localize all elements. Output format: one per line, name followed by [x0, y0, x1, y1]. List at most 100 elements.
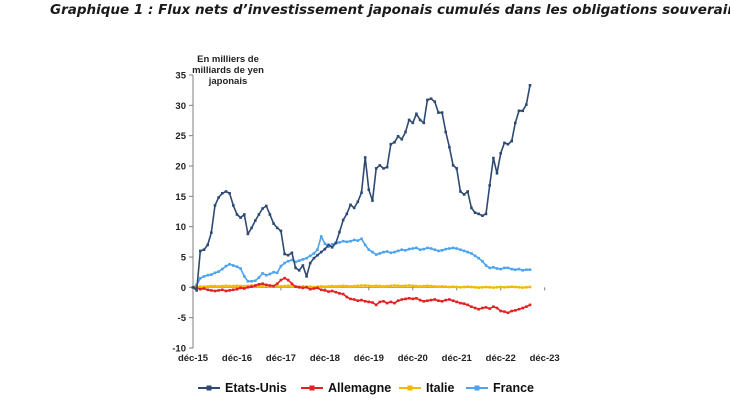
data-point [279, 278, 283, 282]
data-point [294, 260, 297, 264]
data-point [308, 287, 312, 291]
data-point [286, 259, 290, 263]
data-point [528, 268, 532, 271]
data-point [279, 285, 283, 288]
data-point [448, 285, 451, 289]
data-point [382, 167, 385, 170]
data-point [283, 261, 286, 265]
data-point [433, 100, 437, 103]
data-point [484, 264, 488, 267]
series-france [191, 235, 532, 289]
data-point [210, 231, 213, 234]
data-point [338, 230, 341, 234]
data-point [224, 289, 228, 293]
data-point [528, 285, 532, 289]
data-point [308, 285, 312, 288]
data-point [312, 256, 316, 260]
page-title: Graphique 1 : Flux nets d’investissement… [50, 2, 730, 18]
x-tick-label: déc-21 [442, 353, 473, 364]
data-point [221, 267, 224, 271]
data-point [437, 285, 440, 288]
data-point [400, 248, 404, 251]
data-point [459, 190, 462, 193]
data-point [221, 192, 224, 195]
data-point [345, 240, 349, 244]
data-point [352, 284, 356, 288]
data-point [224, 264, 228, 268]
data-point [294, 285, 297, 288]
data-point [506, 142, 510, 146]
data-point [323, 285, 327, 288]
data-point [418, 298, 422, 302]
data-point [239, 216, 242, 219]
data-point [393, 250, 396, 254]
data-point [385, 284, 389, 288]
data-point [429, 298, 433, 302]
data-point [327, 245, 330, 248]
data-point [400, 138, 404, 141]
data-point [367, 284, 371, 288]
data-point [404, 130, 407, 134]
data-point [484, 285, 488, 289]
legend-swatch [399, 385, 421, 391]
data-point [429, 97, 433, 100]
data-point [411, 247, 415, 250]
data-point [360, 191, 363, 194]
data-point [426, 246, 429, 250]
data-point [275, 271, 279, 275]
data-point [499, 267, 502, 271]
data-point [254, 284, 257, 287]
x-tick-label: déc-17 [266, 353, 296, 364]
data-point [232, 288, 235, 292]
data-point [528, 303, 532, 307]
axes [192, 75, 530, 348]
data-point [286, 284, 290, 288]
data-point [466, 285, 469, 288]
data-point [279, 264, 283, 268]
data-point [510, 267, 513, 271]
data-point [488, 184, 491, 187]
data-point [382, 285, 385, 288]
x-tick-label: déc-18 [310, 353, 340, 364]
series-line [192, 235, 530, 288]
data-point [319, 235, 323, 238]
y-tick-label: 25 [175, 131, 186, 142]
data-point [506, 311, 510, 315]
data-point [528, 84, 532, 87]
data-point [301, 285, 305, 288]
y-tick-labels: -10 -5 0 5 10 15 20 25 30 35 [172, 71, 193, 355]
data-point [440, 285, 444, 288]
data-point [217, 285, 220, 288]
data-point [250, 226, 253, 230]
data-point [418, 285, 422, 288]
data-point [275, 226, 279, 230]
data-point [525, 268, 528, 271]
data-point [246, 232, 250, 236]
data-point [217, 289, 220, 292]
x-tick-label: déc-23 [530, 353, 560, 364]
data-point [422, 121, 426, 125]
data-point [246, 284, 250, 288]
y-tick-label: 5 [181, 253, 187, 264]
data-point [506, 266, 510, 270]
data-point [363, 243, 367, 247]
data-point [466, 250, 469, 254]
data-point [499, 152, 502, 155]
data-point [444, 285, 447, 288]
data-point [330, 284, 334, 288]
data-point [470, 252, 473, 255]
data-point [356, 299, 360, 302]
x-tick-label: déc-16 [222, 353, 252, 364]
data-point [352, 238, 356, 242]
data-point [517, 267, 521, 271]
data-point [514, 309, 517, 312]
data-point [422, 300, 426, 303]
data-point [429, 247, 433, 250]
data-point [334, 290, 338, 294]
data-point [272, 222, 275, 225]
data-point [437, 299, 440, 302]
data-point [283, 284, 286, 288]
data-point [499, 309, 502, 313]
data-point [221, 284, 224, 288]
data-point [319, 250, 323, 254]
